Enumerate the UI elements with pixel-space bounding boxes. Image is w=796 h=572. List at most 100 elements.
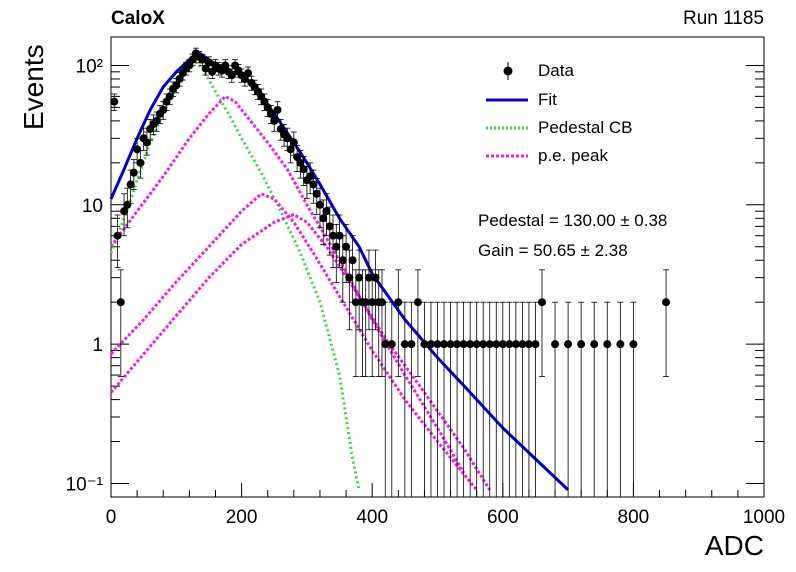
data-point xyxy=(394,298,403,307)
x-tick-label: 0 xyxy=(106,507,117,528)
data-point xyxy=(322,207,331,216)
data-point xyxy=(338,256,347,265)
gain-fit-result: Gain = 50.65 ± 2.38 xyxy=(478,241,628,260)
x-tick-label: 200 xyxy=(226,507,258,528)
data-point xyxy=(361,298,370,307)
data-point xyxy=(381,340,390,349)
data-point xyxy=(420,340,429,349)
x-tick-label: 400 xyxy=(356,507,388,528)
data-point xyxy=(511,340,520,349)
data-point xyxy=(371,273,380,282)
data-point xyxy=(299,165,308,174)
data-point xyxy=(453,340,462,349)
data-point xyxy=(537,298,546,307)
data-point xyxy=(116,298,125,307)
axis-ticks: 0 200 400 600 800 1000 10⁻¹ 1 10 10² xyxy=(66,56,786,528)
data-point xyxy=(296,158,305,167)
data-point xyxy=(440,340,449,349)
x-tick-label: 600 xyxy=(487,507,519,528)
data-point xyxy=(348,256,357,265)
data-point xyxy=(577,340,586,349)
data-point xyxy=(355,273,364,282)
data-point xyxy=(198,55,207,64)
data-point xyxy=(129,168,138,177)
data-point xyxy=(466,340,475,349)
data-point xyxy=(289,138,298,147)
data-point xyxy=(110,97,119,106)
y-axis-label: Events xyxy=(18,44,49,130)
data-point xyxy=(152,116,161,125)
data-point xyxy=(342,242,351,251)
data-point xyxy=(629,340,638,349)
data-point xyxy=(413,298,422,307)
x-tick-label: 1000 xyxy=(743,507,785,528)
y-tick-label: 10⁻¹ xyxy=(66,474,104,495)
data-point xyxy=(201,64,210,73)
data-point xyxy=(564,340,573,349)
data-point xyxy=(204,58,213,67)
data-point xyxy=(123,200,132,209)
data-point xyxy=(492,340,501,349)
x-tick-label: 800 xyxy=(618,507,650,528)
data-point xyxy=(459,340,468,349)
series-line-p-e-peak xyxy=(109,94,465,474)
data-point xyxy=(351,298,360,307)
y-tick-label: 10 xyxy=(82,196,103,217)
data-point xyxy=(325,222,334,231)
data-point xyxy=(524,340,533,349)
data-point xyxy=(306,172,315,181)
data-point xyxy=(188,55,197,64)
y-tick-label: 10² xyxy=(76,56,103,77)
data-point xyxy=(407,340,416,349)
data-point xyxy=(531,340,540,349)
data-point xyxy=(616,340,625,349)
data-point xyxy=(273,105,282,114)
data-point xyxy=(136,158,145,167)
data-point xyxy=(159,105,168,114)
data-point xyxy=(603,340,612,349)
data-point xyxy=(283,134,292,143)
data-point xyxy=(400,340,409,349)
run-label: Run 1185 xyxy=(683,8,764,29)
x-axis-label: ADC xyxy=(704,530,764,561)
y-tick-label: 1 xyxy=(92,335,103,356)
data-point xyxy=(472,340,481,349)
series-line-pedestal-cb xyxy=(109,60,361,491)
legend-entry-pe-peak: p.e. peak xyxy=(538,146,608,165)
series-line-pe-peak-4 xyxy=(109,192,478,491)
experiment-label: CaloX xyxy=(111,8,165,29)
data-point xyxy=(518,340,527,349)
data-point xyxy=(426,340,435,349)
legend-data-marker xyxy=(503,66,513,76)
data-point xyxy=(319,214,328,223)
data-point xyxy=(479,340,488,349)
data-point xyxy=(662,298,671,307)
data-point xyxy=(309,180,318,189)
pedestal-fit-result: Pedestal = 130.00 ± 0.38 xyxy=(478,211,668,230)
data-point xyxy=(227,71,236,80)
data-point xyxy=(312,189,321,198)
data-point xyxy=(142,138,151,147)
data-point xyxy=(113,231,122,240)
data-point xyxy=(172,81,181,90)
data-point xyxy=(286,145,295,154)
data-point xyxy=(485,340,494,349)
data-point xyxy=(498,340,507,349)
data-point xyxy=(244,69,253,78)
data-point xyxy=(551,340,560,349)
data-point xyxy=(221,61,230,70)
data-point xyxy=(270,116,279,125)
series-line-pe-peak-5 xyxy=(109,212,491,491)
data-point xyxy=(335,231,344,240)
legend-entry-pedestal: Pedestal CB xyxy=(538,118,633,137)
data-point xyxy=(315,200,324,209)
data-point xyxy=(433,340,442,349)
series-line-fit xyxy=(109,49,570,491)
data-point xyxy=(387,340,396,349)
data-point xyxy=(208,67,217,76)
data-point xyxy=(165,92,174,101)
legend-entry-fit: Fit xyxy=(538,90,557,109)
data-point xyxy=(332,242,341,251)
data-point xyxy=(364,273,373,282)
